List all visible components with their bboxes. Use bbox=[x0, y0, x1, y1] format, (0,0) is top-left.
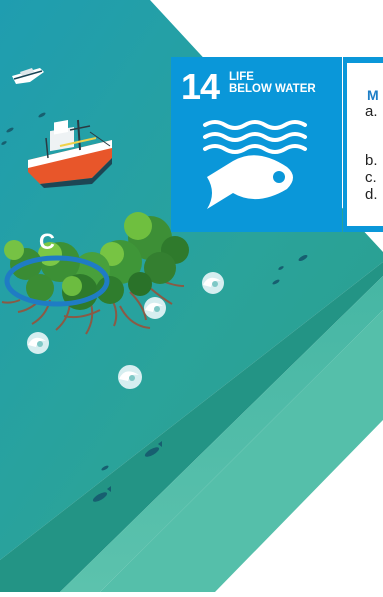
fishing-trawler bbox=[28, 119, 112, 188]
side-list-item-b: b. bbox=[365, 152, 378, 169]
sdg-title: LIFE BELOW WATER bbox=[229, 71, 339, 95]
side-list-item-a: a. bbox=[365, 103, 378, 120]
side-list-item-d: d. bbox=[365, 186, 378, 203]
wave-swirls bbox=[27, 272, 224, 389]
sdg-title-line2: BELOW WATER bbox=[229, 83, 316, 95]
seabed-front-face-lower bbox=[100, 310, 383, 592]
location-marker-ring bbox=[4, 255, 110, 307]
sea-surface bbox=[0, 0, 383, 560]
seabed-front-face bbox=[60, 276, 383, 592]
side-list-item-c: c. bbox=[365, 169, 377, 186]
side-list-card bbox=[347, 63, 383, 226]
sdg-number: 14 bbox=[181, 66, 220, 107]
fish-and-waves-icon bbox=[199, 117, 311, 218]
sdg-title-line1: LIFE bbox=[229, 71, 254, 83]
fish-school bbox=[1, 112, 308, 502]
side-list-panel bbox=[343, 57, 383, 232]
sdg-14-tile: 14 LIFE BELOW WATER bbox=[171, 57, 342, 232]
small-boat bbox=[12, 68, 44, 84]
side-list-heading: M bbox=[367, 87, 379, 103]
marker-label: C bbox=[39, 229, 55, 254]
sea-right-edge bbox=[0, 262, 383, 592]
